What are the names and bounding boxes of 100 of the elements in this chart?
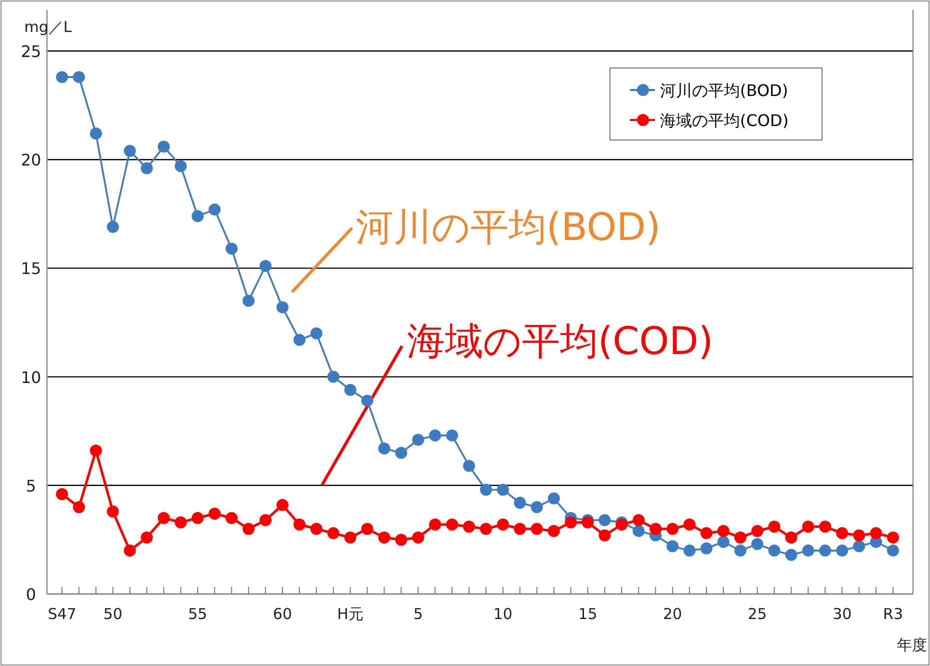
point [140, 162, 153, 174]
x-tick-label: 30 [832, 605, 852, 623]
point [751, 525, 764, 538]
point [598, 514, 611, 526]
point [242, 294, 255, 307]
point [361, 394, 374, 407]
point [56, 71, 68, 84]
annotation: 海域の平均(COD) [406, 319, 714, 363]
point [751, 538, 764, 550]
point [650, 522, 662, 535]
point [192, 512, 204, 524]
point [446, 429, 458, 442]
point [174, 160, 187, 172]
point [785, 532, 798, 544]
point [412, 434, 424, 446]
point [887, 544, 899, 557]
point [378, 532, 390, 544]
point [836, 544, 848, 557]
point [514, 496, 526, 509]
point [683, 518, 696, 530]
point [429, 518, 442, 530]
x-tick-label: 15 [578, 605, 598, 623]
point [158, 512, 170, 524]
x-axis-title: 年度 [897, 636, 927, 654]
point [56, 488, 68, 500]
legend-label: 河川の平均(BOD) [660, 81, 788, 100]
point [836, 527, 848, 540]
point [446, 518, 458, 530]
point [666, 540, 679, 552]
point [887, 532, 899, 544]
point [327, 527, 340, 540]
point [632, 525, 645, 538]
point [344, 384, 356, 396]
point [429, 429, 442, 442]
point [90, 444, 102, 457]
point [72, 501, 85, 514]
point [90, 128, 102, 140]
x-tick-label: H元 [337, 605, 364, 623]
x-tick-label: 25 [748, 605, 767, 623]
x-tick-label: 60 [272, 605, 292, 623]
point [717, 525, 730, 538]
x-tick-label: 20 [662, 605, 682, 623]
x-tick-label: 10 [493, 605, 512, 623]
x-tick-label: 50 [103, 605, 122, 623]
point [480, 522, 492, 535]
point [158, 140, 170, 153]
x-tick-label: S47 [48, 605, 76, 623]
point [140, 532, 153, 544]
point [734, 532, 746, 544]
point [106, 505, 119, 518]
point [802, 520, 814, 533]
point [242, 522, 255, 535]
legend-label: 海域の平均(COD) [660, 111, 789, 130]
point [598, 529, 611, 542]
point [395, 534, 408, 546]
point [548, 525, 560, 538]
point [632, 514, 645, 526]
y-tick-label: 15 [20, 259, 42, 278]
point [853, 529, 866, 542]
point [310, 327, 322, 340]
point [226, 512, 238, 524]
point [683, 544, 696, 557]
point [226, 242, 238, 255]
point [208, 508, 221, 520]
point [700, 527, 712, 540]
point [208, 204, 221, 216]
point [412, 532, 424, 544]
y-tick-label: 10 [20, 368, 42, 387]
point [192, 210, 204, 222]
point [293, 334, 306, 346]
point [768, 544, 780, 557]
point [344, 532, 356, 544]
y-tick-label: 0 [26, 585, 36, 604]
point [666, 522, 679, 535]
point [870, 527, 882, 540]
point [276, 301, 288, 314]
x-tick-label: R3 [883, 605, 903, 623]
point [463, 520, 476, 533]
point [260, 260, 272, 272]
y-axis-title: mg／L [24, 18, 72, 36]
point [310, 522, 322, 535]
point [327, 370, 340, 383]
x-tick-label: 55 [188, 605, 208, 623]
point [785, 548, 798, 561]
point [514, 522, 526, 535]
point [530, 522, 543, 535]
point [361, 522, 374, 535]
y-tick-label: 20 [20, 150, 42, 170]
point [734, 544, 746, 557]
annotation: 河川の平均(BOD) [355, 205, 661, 249]
y-tick-label: 5 [26, 476, 36, 496]
point [819, 544, 832, 557]
point [463, 460, 476, 472]
point [768, 520, 780, 533]
point [496, 518, 509, 530]
point [106, 220, 119, 233]
point [496, 484, 509, 496]
point [802, 544, 814, 557]
x-tick-label: 5 [413, 605, 423, 623]
point [700, 542, 712, 554]
